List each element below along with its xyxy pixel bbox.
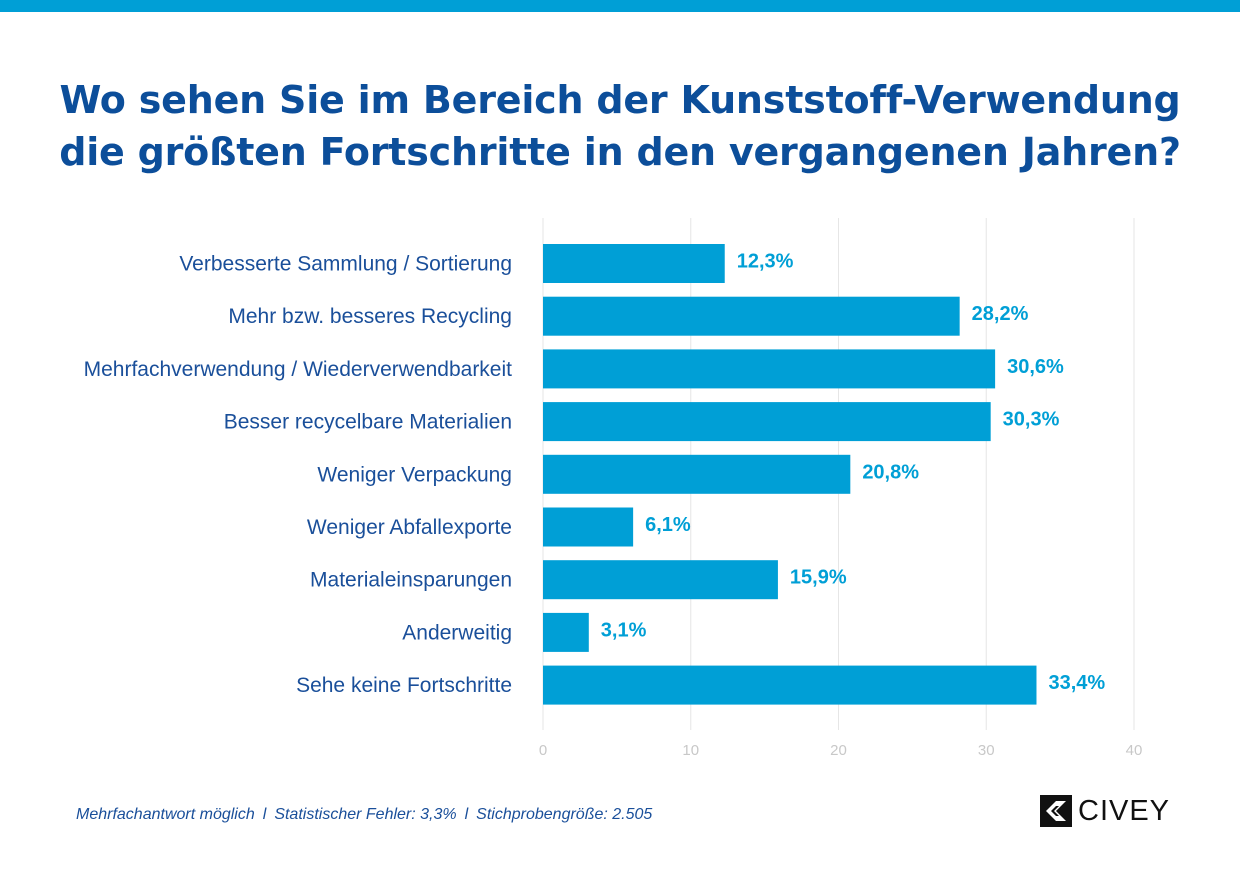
category-label-3: Mehrfachverwendung / Wiederverwendbarkei… xyxy=(84,358,513,381)
x-axis-ticks: 0 10 20 30 40 xyxy=(539,742,1143,759)
bar-5 xyxy=(543,454,851,494)
category-label-9: Sehe keine Fortschritte xyxy=(296,674,512,697)
category-label-1: Verbesserte Sammlung / Sortierung xyxy=(179,253,512,276)
footnote: Mehrfachantwort möglich l Statistischer Fe… xyxy=(76,806,652,824)
x-tick-label-40: 40 xyxy=(1126,742,1143,759)
footnote-multiple-answers: Mehrfachantwort möglich xyxy=(76,806,255,823)
bar-6 xyxy=(543,507,634,547)
x-tick-label-20: 20 xyxy=(830,742,847,759)
footnote-statistical-error: Statistischer Fehler: 3,3% xyxy=(274,806,457,823)
category-labels: Verbesserte Sammlung / Sortierung Mehr bz… xyxy=(84,253,513,698)
value-label-5: 20,8% xyxy=(862,461,919,483)
footnote-sample-size: Stichprobengröße: 2.505 xyxy=(476,806,653,823)
value-label-7: 15,9% xyxy=(790,567,847,589)
footnote-separator-1: l xyxy=(262,806,267,823)
value-label-2: 28,2% xyxy=(972,303,1029,325)
value-labels: 12,3% 28,2% 30,6% 30,3% 20,8% 6,1% 15,9% 3,1% 33… xyxy=(601,251,1106,695)
civey-logo-icon xyxy=(1040,795,1072,827)
bar-chart: Verbesserte Sammlung / Sortierung Mehr bz… xyxy=(84,218,1143,759)
value-label-9: 33,4% xyxy=(1048,672,1105,694)
value-label-8: 3,1% xyxy=(601,619,647,641)
civey-logo: CIVEY xyxy=(1040,795,1170,827)
chart-title: Wo sehen Sie im Bereich der Kunststoff-V… xyxy=(0,74,1240,178)
bars xyxy=(543,244,1037,705)
category-label-5: Weniger Verpackung xyxy=(317,463,512,486)
category-label-7: Materialeinsparungen xyxy=(310,569,512,592)
x-tick-label-10: 10 xyxy=(682,742,699,759)
category-label-6: Weniger Abfallexporte xyxy=(307,516,512,539)
category-label-4: Besser recycelbare Materialien xyxy=(224,411,512,434)
bar-8 xyxy=(543,612,589,652)
value-label-3: 30,6% xyxy=(1007,356,1064,378)
top-accent-bar xyxy=(0,0,1240,12)
bar-3 xyxy=(543,349,996,389)
bar-1 xyxy=(543,244,725,283)
bar-2 xyxy=(543,296,960,336)
bar-4 xyxy=(543,402,991,442)
bar-7 xyxy=(543,560,778,600)
x-tick-label-0: 0 xyxy=(539,742,547,759)
title-line-1: Wo sehen Sie im Bereich der Kunststoff-V… xyxy=(59,78,1181,122)
title-line-2: die größten Fortschritte in den vergange… xyxy=(59,130,1181,174)
value-label-4: 30,3% xyxy=(1003,409,1060,431)
logo-text: CIVEY xyxy=(1078,795,1171,827)
bar-9 xyxy=(543,665,1037,705)
footnote-separator-2: l xyxy=(464,806,469,823)
category-label-8: Anderweitig xyxy=(402,621,512,644)
category-label-2: Mehr bzw. besseres Recycling xyxy=(228,305,512,328)
x-tick-label-30: 30 xyxy=(978,742,995,759)
value-label-6: 6,1% xyxy=(645,514,691,536)
value-label-1: 12,3% xyxy=(737,251,794,273)
